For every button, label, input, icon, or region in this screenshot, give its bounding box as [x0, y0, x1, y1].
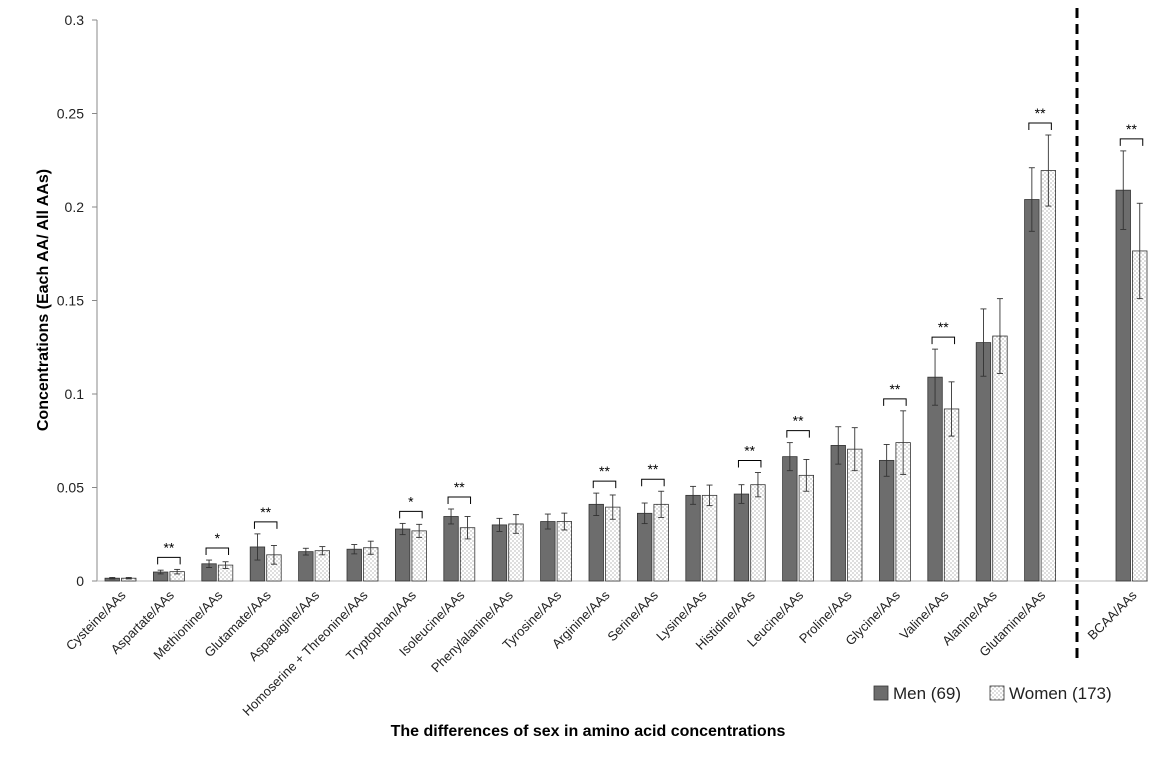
- bar-men-6: [394, 528, 411, 582]
- y-tick-label: 0: [76, 573, 84, 589]
- bar-women-6: [411, 530, 427, 582]
- significance-bracket: [157, 556, 181, 565]
- x-category-label: Serine/AAs: [604, 587, 661, 644]
- bar-men-4: [298, 551, 314, 582]
- significance-bracket: [592, 480, 617, 489]
- significance-bracket: [253, 521, 278, 529]
- y-axis-title: Concentrations (Each AA/ All AAs): [35, 169, 52, 431]
- significance-label: *: [215, 530, 221, 546]
- y-tick-label: 0.25: [57, 106, 84, 122]
- bars: [104, 170, 1148, 582]
- bar-women-9: [556, 521, 572, 582]
- significance-label: **: [793, 413, 804, 429]
- bar-men-9: [540, 521, 556, 582]
- significance-bracket: [737, 460, 762, 468]
- y-tick-label: 0.05: [57, 480, 84, 496]
- significance-bracket: [641, 478, 665, 487]
- significance-label: **: [938, 319, 949, 335]
- significance-label: *: [408, 493, 414, 509]
- bar-men-14: [782, 456, 798, 582]
- x-axis-labels: Cysteine/AAsAspartate/AAsMethionine/AAsG…: [63, 587, 1140, 719]
- significance-label: **: [744, 443, 755, 459]
- significance-label: **: [1035, 105, 1046, 121]
- bar-men-7: [443, 516, 459, 582]
- error-bars: [109, 134, 1143, 580]
- x-category-label: BCAA/AAs: [1085, 587, 1140, 642]
- significance-bracket: [931, 336, 956, 345]
- significance-bracket: [399, 510, 423, 519]
- significance-bracket: [786, 430, 810, 438]
- legend-label-men: Men (69): [893, 684, 961, 703]
- y-tick-label: 0.1: [65, 386, 85, 402]
- bar-men-15: [830, 445, 846, 582]
- significance-label: **: [889, 381, 900, 397]
- bar-men-12: [685, 494, 701, 582]
- significance-label: **: [260, 504, 271, 520]
- significance-label: **: [163, 539, 174, 555]
- significance-label: **: [1126, 121, 1137, 137]
- bar-women-12: [701, 494, 718, 582]
- x-category-label: Phenylalanine/AAs: [428, 587, 516, 675]
- significance-bracket: [205, 547, 230, 556]
- legend: Men (69) Women (173): [873, 684, 1112, 703]
- bar-men-13: [733, 493, 750, 582]
- bar-men-20: [1115, 189, 1131, 582]
- significance-label: **: [647, 461, 658, 477]
- significance-markers: ********** **************: [157, 105, 1144, 565]
- bar-women-19: [1040, 170, 1056, 582]
- bar-men-18: [975, 342, 992, 582]
- significance-bracket: [883, 398, 907, 406]
- significance-label: **: [454, 479, 465, 495]
- y-tick-label: 0.2: [65, 199, 85, 215]
- bar-men-19: [1024, 199, 1040, 582]
- y-tick-label: 0.15: [57, 293, 84, 309]
- legend-swatch-men: [873, 685, 889, 701]
- y-tick-label: 0.3: [65, 12, 85, 28]
- bar-men-16: [879, 459, 895, 582]
- significance-bracket: [447, 496, 472, 505]
- bar-men-8: [491, 524, 508, 582]
- significance-bracket: [1119, 138, 1144, 146]
- bar-women-20: [1132, 250, 1148, 582]
- legend-label-women: Women (173): [1009, 684, 1112, 703]
- significance-bracket: [1028, 122, 1052, 131]
- significance-label: **: [599, 463, 610, 479]
- bar-men-17: [927, 376, 943, 582]
- bar-women-13: [750, 484, 766, 582]
- legend-swatch-women: [989, 685, 1005, 701]
- x-axis-title: The differences of sex in amino acid con…: [391, 723, 786, 740]
